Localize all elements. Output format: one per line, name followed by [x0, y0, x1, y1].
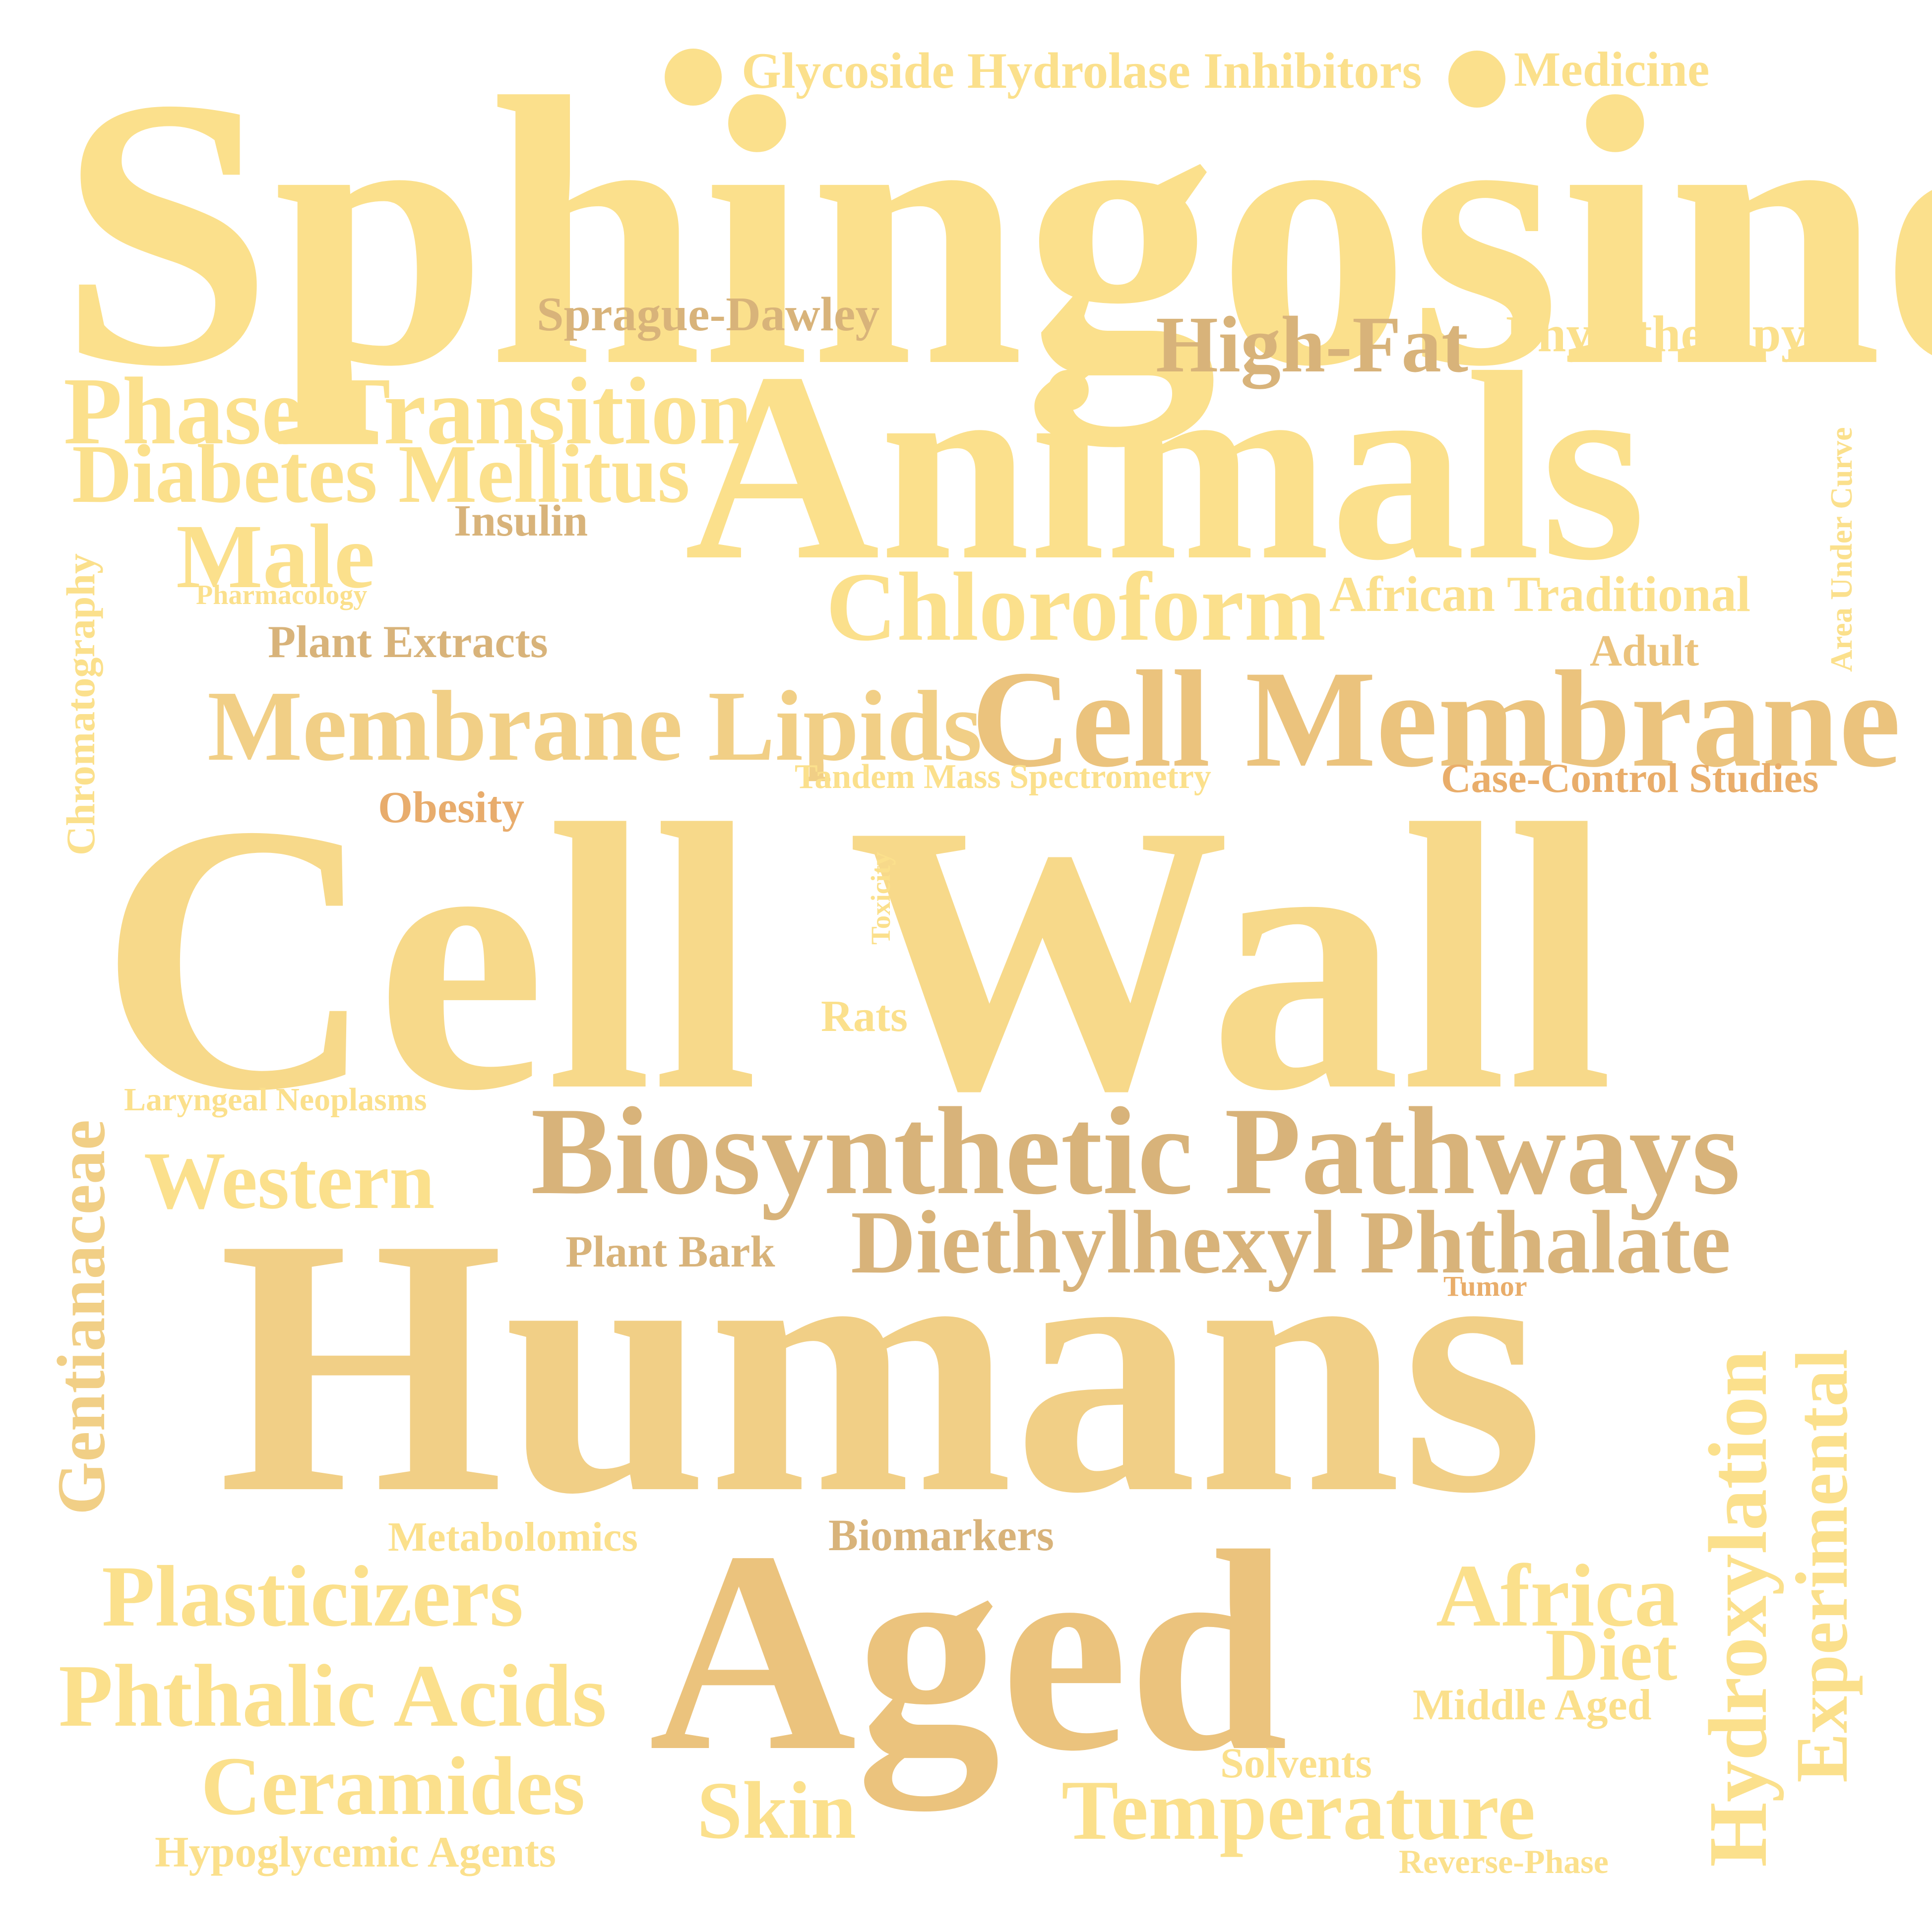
word-pharmacology: Pharmacology [196, 580, 368, 610]
word-rats: Rats [821, 992, 908, 1041]
word-adult: Adult [1590, 626, 1699, 675]
word-experimental: Experimental [1781, 1349, 1863, 1783]
word-tumor: Tumor [1443, 1270, 1527, 1302]
word-aged: Aged [649, 1492, 1288, 1811]
word-western: Western [144, 1135, 435, 1226]
word-phase-transition: Phase Transition [63, 358, 752, 464]
word-chloroform: Chloroform [826, 552, 1326, 661]
word-glycoside-hydrolase-inhibitors: Glycoside Hydrolase Inhibitors [742, 43, 1422, 99]
word-phytotherapy: Phytotherapy [1506, 305, 1807, 362]
word-plasticizers: Plasticizers [102, 1548, 524, 1645]
word-cell-wall: Cell Wall [99, 745, 1614, 1169]
word-male: Male [176, 506, 375, 607]
word-african-traditional: African Traditional [1329, 566, 1751, 622]
word-insulin: Insulin [454, 496, 588, 545]
word-ceramides: Ceramides [201, 1740, 585, 1832]
word-case-control-studies: Case-Control Studies [1441, 755, 1819, 801]
word-middle-aged: Middle Aged [1413, 1681, 1652, 1729]
word-laryngeal-neoplasms: Laryngeal Neoplasms [124, 1082, 427, 1118]
bullet-dot-right [1448, 51, 1505, 108]
word-sphingosine: Sphingosine [59, 19, 1932, 446]
word-skin: Skin [697, 1765, 857, 1856]
word-high-fat: High-Fat [1156, 301, 1468, 389]
word-hypoglycemic-agents: Hypoglycemic Agents [155, 1828, 557, 1876]
word-biosynthetic-pathways: Biosynthetic Pathways [531, 1082, 1741, 1220]
word-diethylhexyl-phthalate: Diethylhexyl Phthalate [851, 1193, 1731, 1292]
word-africa: Africa [1436, 1546, 1679, 1645]
word-reverse-phase: Reverse-Phase [1399, 1843, 1609, 1880]
word-solvents: Solvents [1220, 1739, 1372, 1787]
word-metabolomics: Metabolomics [388, 1514, 638, 1560]
word-animals: Animals [685, 316, 1646, 616]
word-phthalic-acids: Phthalic Acids [59, 1646, 607, 1745]
word-diet: Diet [1545, 1614, 1678, 1696]
bullet-dot-left [665, 49, 722, 106]
word-biomarkers: Biomarkers [828, 1511, 1054, 1560]
word-gentianaceae: Gentianaceae [43, 1119, 119, 1515]
word-membrane-lipids: Membrane Lipids [207, 670, 983, 782]
word-medicine: Medicine [1514, 42, 1710, 97]
word-plant-extracts: Plant Extracts [268, 616, 548, 667]
word-hydroxylation: Hydroxylation [1692, 1350, 1784, 1867]
word-sprague-dawley: Sprague-Dawley [537, 288, 880, 341]
word-area-under-curve: Area Under Curve [1825, 427, 1859, 672]
word-humans: Humans [218, 1163, 1545, 1569]
word-toxicity: Toxicity [866, 851, 896, 945]
word-temperature: Temperature [1061, 1763, 1536, 1858]
word-obesity: Obesity [378, 783, 525, 832]
word-plant-bark: Plant Bark [565, 1227, 775, 1276]
word-diabetes-mellitus: Diabetes Mellitus [72, 428, 690, 520]
word-chromatography: Chromatography [58, 553, 103, 855]
word-tandem-mass-spectrometry: Tandem Mass Spectrometry [795, 758, 1211, 796]
word-cell-membrane: Cell Membrane [971, 642, 1901, 796]
